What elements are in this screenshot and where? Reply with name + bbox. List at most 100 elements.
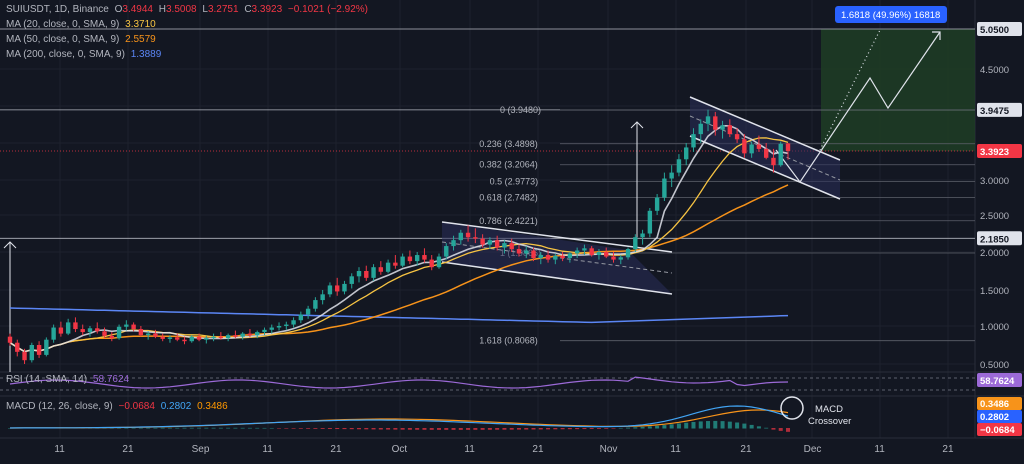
time-axis-label: 11 [54, 444, 65, 455]
macd-hist-bar [160, 427, 165, 429]
ma200-value: 1.3889 [130, 49, 162, 60]
candle-body [160, 336, 165, 339]
macd-hist-bar [131, 427, 136, 429]
candle-body [480, 238, 485, 245]
candle-body [618, 257, 623, 260]
candle-body [727, 125, 733, 135]
macd-hist-bar [429, 428, 434, 430]
macd-hist-bar [240, 427, 245, 429]
time-axis-label: Sep [192, 444, 210, 455]
candle-body [44, 339, 49, 355]
flag-channel-2-mid [689, 115, 841, 181]
candle-body [233, 335, 238, 337]
candle-body [15, 342, 20, 352]
ma20-legend[interactable]: MA (20, close, 0, SMA, 9) 3.3710 [6, 19, 156, 30]
candle-body [604, 252, 609, 257]
candle-body [269, 327, 274, 330]
change-value: −0.1021 (−2.92%) [287, 4, 368, 15]
time-axis-label: 11 [670, 444, 681, 455]
candle-body [22, 351, 27, 361]
ma200-label: MA (200, close, 0, SMA, 9) [6, 49, 125, 60]
macd-line-value: 0.2802 [160, 401, 192, 412]
candle-body [262, 329, 267, 333]
flagpole-arrow-1 [3, 241, 17, 372]
candle-body [196, 336, 202, 340]
macd-legend[interactable]: MACD (12, 26, close, 9) −0.0684 0.2802 0… [6, 401, 228, 412]
candles [7, 109, 791, 364]
macd-hist-bar [502, 428, 507, 430]
candle-body [102, 331, 107, 336]
candle-body [771, 157, 776, 166]
candle-body [720, 125, 725, 130]
candle-body [131, 324, 136, 330]
macd-hist-bar [306, 428, 311, 429]
rsi-badge-label: 58.7624 [980, 376, 1015, 387]
open-value: 3.4944 [122, 4, 153, 15]
price-axis-label: 1.0000 [980, 322, 1009, 333]
macd-hist-bar [400, 428, 405, 430]
price-badge [977, 102, 1022, 117]
macd-hist-bar [567, 428, 572, 430]
macd-hist-bar [444, 428, 449, 430]
candle-body [756, 144, 762, 149]
macd-hist-bar [589, 428, 594, 429]
macd-signal-value: 0.3486 [197, 401, 228, 412]
macd-hist-bar [662, 425, 667, 429]
macd-hist-bar [742, 423, 747, 429]
ma20-label: MA (20, close, 0, SMA, 9) [6, 19, 120, 30]
price-axis-label: 1.5000 [980, 286, 1009, 297]
candle-body [240, 333, 245, 337]
ma200-line [9, 307, 789, 324]
time-axis-label: 11 [262, 444, 273, 455]
candle-body [436, 256, 442, 268]
candle-body [713, 116, 718, 130]
price-axis-label: 3.9475 [980, 106, 1010, 117]
macd-hist-bar [516, 428, 521, 430]
fib-level-label: 0.236 (3.4898) [479, 139, 538, 149]
rsi-line [9, 376, 789, 389]
macd-hist-bar [138, 427, 143, 429]
time-axis-label: 21 [740, 444, 752, 455]
candle-body [51, 327, 56, 340]
macd-hist-bar [109, 427, 114, 429]
candle-body [393, 262, 398, 266]
candle-body [73, 322, 78, 330]
macd-hist-bar [691, 421, 696, 429]
macd-hist-bar [378, 428, 383, 430]
macd-hist-bar [676, 423, 681, 429]
candle-body [669, 172, 674, 179]
candle-body [763, 148, 769, 158]
macd-hist-bar [684, 422, 689, 429]
price-axis-label: 2.1850 [980, 234, 1009, 245]
candle-body [749, 144, 754, 154]
flag-channel-1-mid [441, 241, 673, 274]
macd-hist-bar [313, 428, 318, 429]
candle-body [255, 332, 260, 336]
candle-body [334, 285, 340, 292]
candle-body [574, 250, 580, 254]
candle-body [589, 248, 594, 256]
candle-body [291, 320, 296, 325]
macd-hist-bar [764, 427, 769, 429]
flagpole-arrow-2 [630, 121, 644, 250]
macd-badge [977, 423, 1022, 436]
candle-body [654, 197, 660, 211]
candle-body [385, 262, 391, 272]
macd-hist-bar [233, 427, 238, 429]
ma50-legend[interactable]: MA (50, close, 0, SMA, 9) 2.5579 [6, 34, 156, 45]
rsi-legend[interactable]: RSI (14, SMA, 14) 58.7624 [6, 374, 129, 385]
macd-hist-bar [197, 427, 202, 429]
candle-body [145, 333, 151, 336]
target-zone [821, 29, 975, 152]
candle-body [516, 249, 522, 254]
candle-body [734, 134, 740, 140]
macd-hist-bar [255, 427, 260, 429]
ma200-legend[interactable]: MA (200, close, 0, SMA, 9) 1.3889 [6, 49, 161, 60]
projection-path [775, 31, 941, 184]
candle-body [422, 255, 427, 260]
candle-body [284, 324, 289, 326]
target-label: 1.6818 (49.96%) 16818 [841, 10, 940, 21]
fib-level-label: 0.382 (3.2064) [479, 160, 538, 170]
candle-body [247, 333, 253, 336]
